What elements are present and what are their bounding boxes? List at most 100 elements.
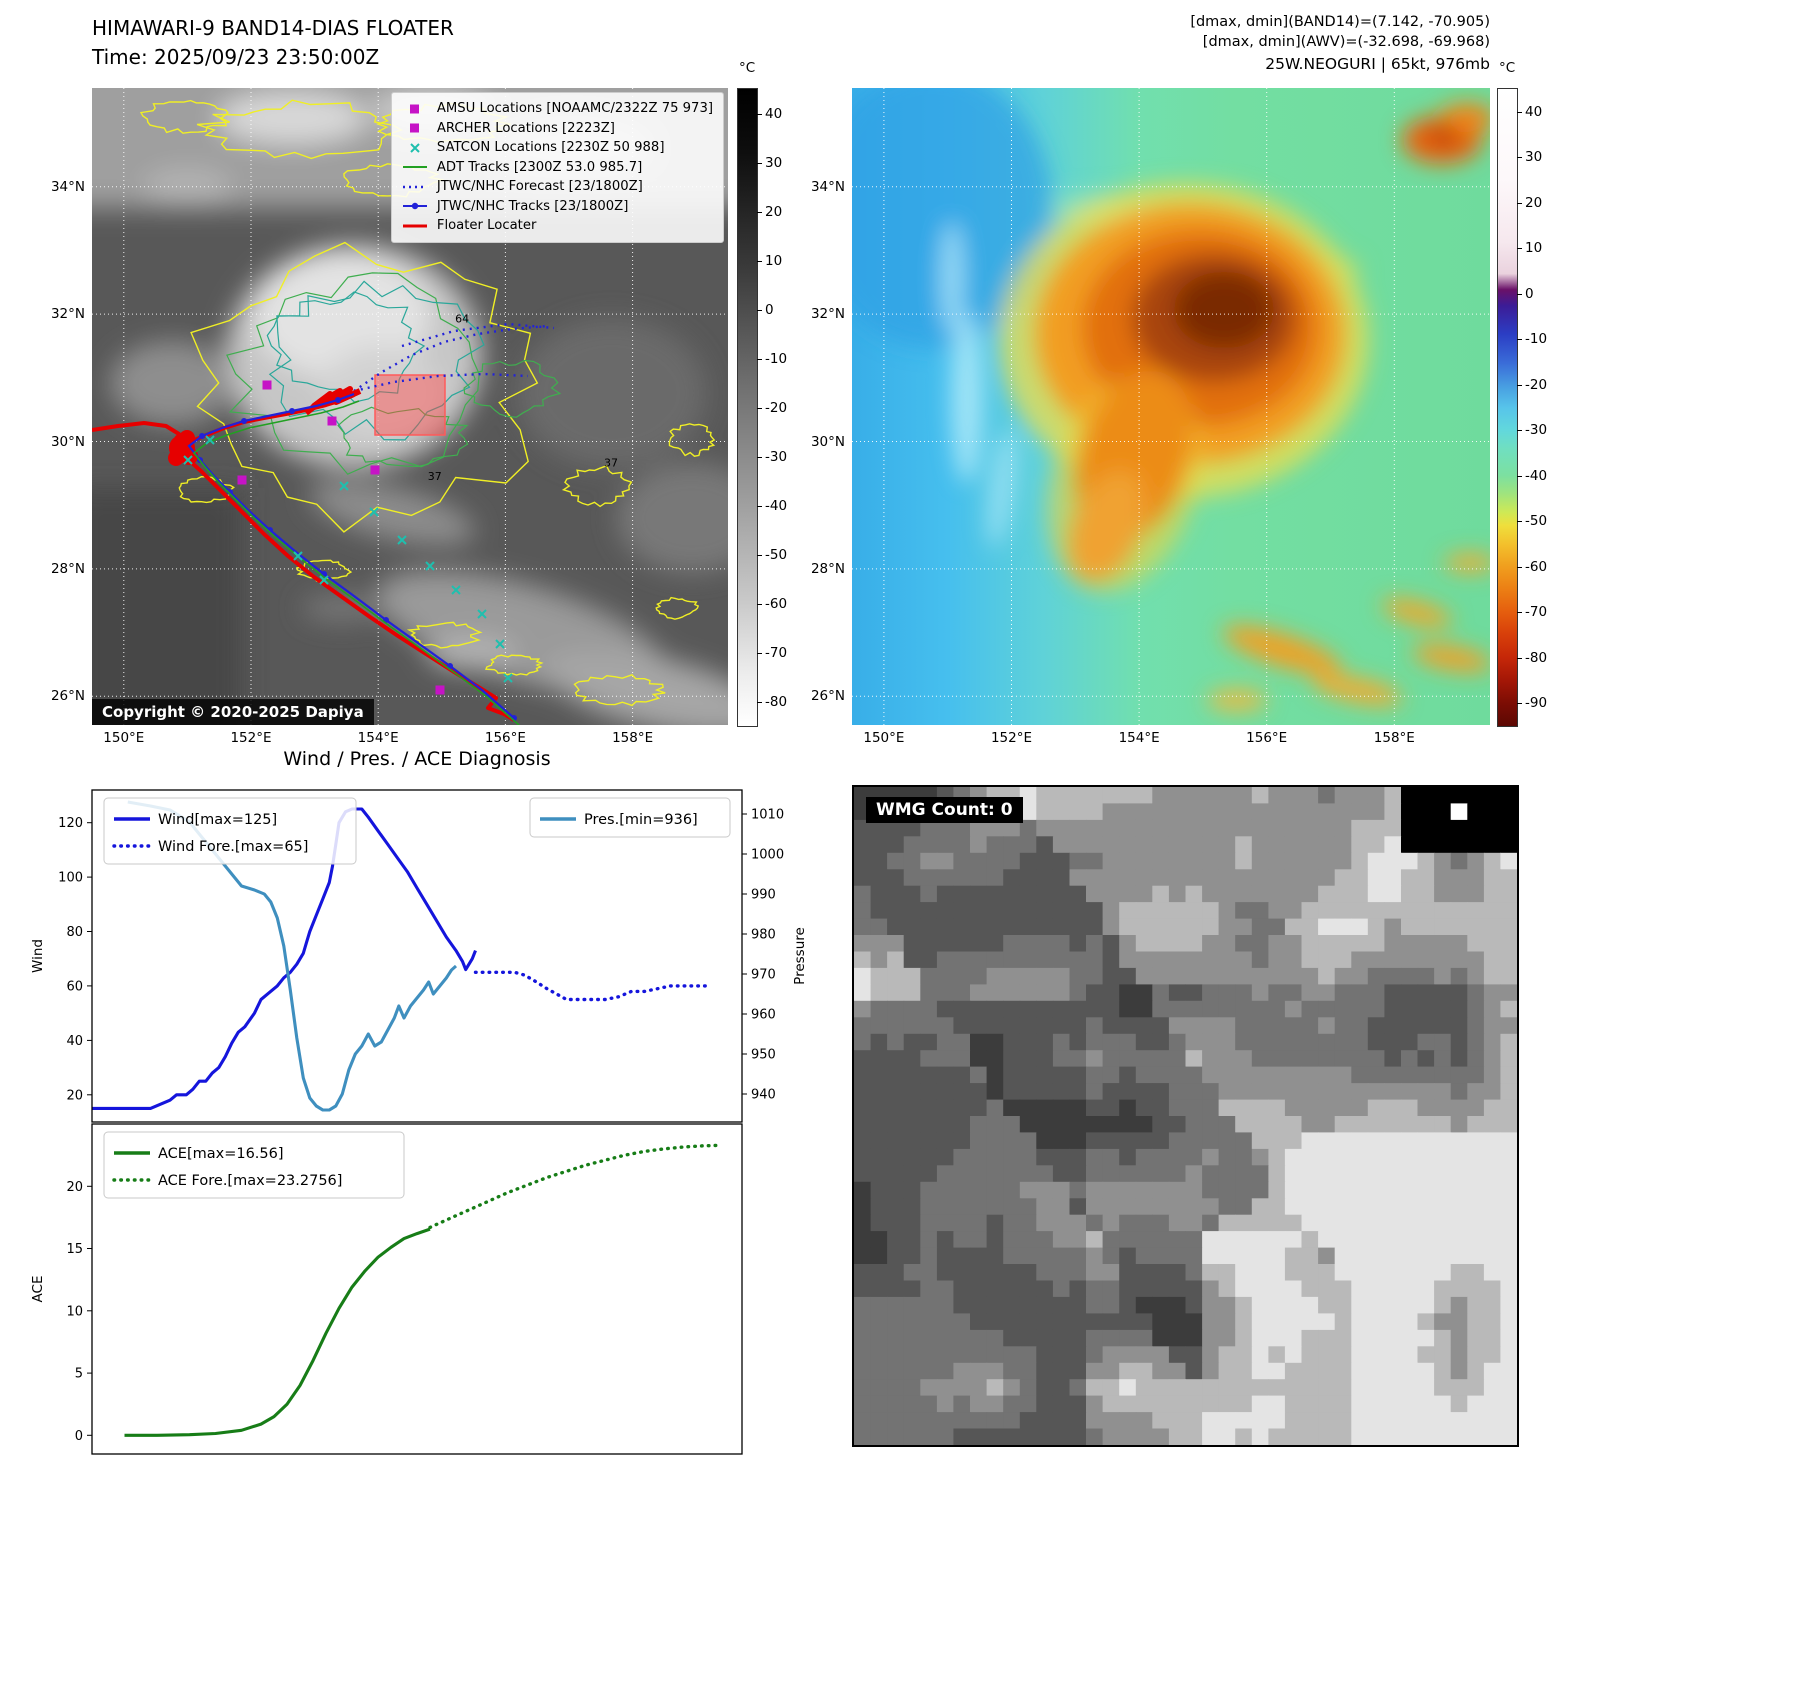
band14-colorbar-unit: °C: [739, 60, 756, 76]
colorbar-tick-label: -40: [765, 497, 788, 514]
band14-panel-header: HIMAWARI-9 BAND14-DIAS FLOATER Time: 202…: [92, 14, 454, 72]
colorbar-tick: [757, 113, 762, 115]
svg-text:980: 980: [751, 928, 776, 943]
svg-text:10: 10: [66, 1304, 83, 1319]
legend-label: ARCHER Locations [2223Z]: [436, 120, 615, 136]
legend-row: AMSU Locations [NOAAMC/2322Z 75 973]: [400, 99, 713, 119]
diagnosis-title: Wind / Pres. / ACE Diagnosis: [283, 748, 551, 770]
colorbar-tick-label: -60: [765, 595, 788, 612]
colorbar-tick: [757, 260, 762, 262]
contour-label: 64: [455, 312, 469, 325]
colorbar-tick: [1517, 703, 1522, 705]
awv-imagery: [852, 88, 1490, 725]
colorbar-tick: [757, 554, 762, 556]
svg-text:ACE Fore.[max=23.2756]: ACE Fore.[max=23.2756]: [158, 1173, 342, 1189]
colorbar-tick: [1517, 248, 1522, 250]
svg-text:1000: 1000: [751, 848, 784, 863]
legend-row: ARCHER Locations [2223Z]: [400, 119, 713, 139]
awv-header-line: [dmax, dmin](BAND14)=(7.142, -70.905): [1190, 14, 1490, 30]
svg-text:5: 5: [75, 1367, 83, 1382]
track-dot-icon: [411, 203, 419, 210]
band14-time: Time: 2025/09/23 23:50:00Z: [92, 45, 380, 69]
wmg-count-label: WMG Count: 0: [866, 797, 1023, 823]
legend-row: JTWC/NHC Tracks [23/1800Z]: [400, 197, 713, 217]
svg-text:15: 15: [66, 1242, 83, 1257]
legend-label: SATCON Locations [2230Z 50 988]: [436, 140, 665, 156]
band14-colorbar: 40 30 20 10 0 -10 -20 -30 -40 -50 -60 -70 -80: [737, 88, 787, 727]
satcon-x-icon: [410, 143, 420, 153]
legend-row: SATCON Locations [2230Z 50 988]: [400, 138, 713, 158]
awv-satellite-map: 150°E 152°E 154°E 156°E 158°E 34°N 32°N 30°N 28°…: [811, 88, 1490, 746]
amsu-square-icon: [409, 123, 419, 133]
colorbar-tick: [1517, 566, 1522, 568]
colorbar-tick-label: 30: [765, 154, 783, 171]
lat-tick-label: 32°N: [50, 306, 85, 323]
svg-text:Wind[max=125]: Wind[max=125]: [158, 812, 277, 828]
colorbar-tick: [1517, 430, 1522, 432]
legend-label: JTWC/NHC Tracks [23/1800Z]: [436, 198, 629, 214]
svg-text:ACE: ACE: [30, 1276, 46, 1303]
colorbar-tick-label: -70: [1525, 604, 1548, 621]
colorbar-tick: [757, 505, 762, 507]
lon-tick-label: 154°E: [357, 730, 399, 746]
lat-tick-label: 28°N: [810, 560, 845, 577]
colorbar-tick: [1517, 293, 1522, 295]
colorbar-tick: [757, 652, 762, 654]
lon-tick-label: 156°E: [484, 730, 526, 746]
colorbar-tick-label: 20: [1525, 194, 1543, 211]
colorbar-tick-label: 10: [765, 252, 783, 269]
svg-text:120: 120: [58, 816, 83, 831]
legend-row: JTWC/NHC Forecast [23/1800Z]: [400, 177, 713, 197]
lon-tick-label: 152°E: [990, 730, 1033, 746]
colorbar-tick-label: 0: [1525, 285, 1534, 302]
colorbar-tick-label: -30: [765, 448, 788, 465]
colorbar-tick: [1517, 202, 1522, 204]
colorbar-tick-label: -30: [1525, 422, 1548, 439]
colorbar-tick-label: -50: [765, 546, 788, 563]
svg-text:40: 40: [66, 1034, 83, 1049]
lon-tick-label: 152°E: [230, 730, 272, 746]
colorbar-tick: [757, 407, 762, 409]
awv-header-line: 25W.NEOGURI | 65kt, 976mb: [1265, 55, 1490, 73]
wmg-panel: WMG Count: 0: [852, 785, 1519, 1447]
legend-label: AMSU Locations [NOAAMC/2322Z 75 973]: [436, 101, 713, 117]
contour-label: 37: [604, 456, 618, 469]
lat-tick-label: 28°N: [50, 560, 85, 577]
svg-text:20: 20: [66, 1088, 83, 1103]
band14-title: HIMAWARI-9 BAND14-DIAS FLOATER: [92, 16, 454, 40]
svg-text:Pressure: Pressure: [792, 927, 808, 985]
lon-tick-label: 158°E: [612, 730, 654, 746]
lon-tick-label: 158°E: [1373, 730, 1415, 746]
band14-legend: AMSU Locations [NOAAMC/2322Z 75 973] ARCH…: [390, 92, 724, 243]
wmg-imagery: [854, 787, 1517, 1445]
svg-text:990: 990: [751, 888, 776, 903]
lon-tick-label: 150°E: [103, 730, 145, 746]
colorbar-tick-label: -90: [1525, 695, 1548, 712]
colorbar-tick: [1517, 612, 1522, 614]
svg-text:940: 940: [751, 1088, 776, 1103]
awv-colorbar: 40 30 20 10 0 -10 -20 -30 -40 -50 -60 -70 -80 -90: [1497, 88, 1547, 727]
colorbar-tick: [1517, 521, 1522, 523]
colorbar-tick: [1517, 157, 1522, 159]
colorbar-tick-label: 40: [765, 105, 783, 122]
legend-row: Floater Locater: [400, 216, 713, 236]
lat-tick-label: 30°N: [810, 433, 845, 450]
colorbar-tick: [757, 358, 762, 360]
lat-tick-label: 26°N: [810, 688, 845, 705]
svg-text:Wind Fore.[max=65]: Wind Fore.[max=65]: [158, 839, 308, 855]
diagnosis-charts: 20 40 60 80 100 120 940 950 960 970 980 990 1000 1010…: [12, 778, 822, 1478]
colorbar-tick-label: 0: [765, 301, 774, 318]
svg-text:20: 20: [66, 1180, 83, 1195]
svg-text:960: 960: [751, 1008, 776, 1023]
lon-tick-label: 150°E: [863, 730, 905, 746]
colorbar-tick-label: -60: [1525, 558, 1548, 575]
amsu-square-icon: [409, 104, 419, 114]
svg-text:970: 970: [751, 968, 776, 983]
contour-label: 37: [428, 470, 442, 483]
colorbar-tick-label: -40: [1525, 467, 1548, 484]
colorbar-tick: [1517, 475, 1522, 477]
legend-label: JTWC/NHC Forecast [23/1800Z]: [436, 179, 643, 195]
legend-label: Floater Locater: [436, 218, 537, 234]
colorbar-tick: [1517, 657, 1522, 659]
